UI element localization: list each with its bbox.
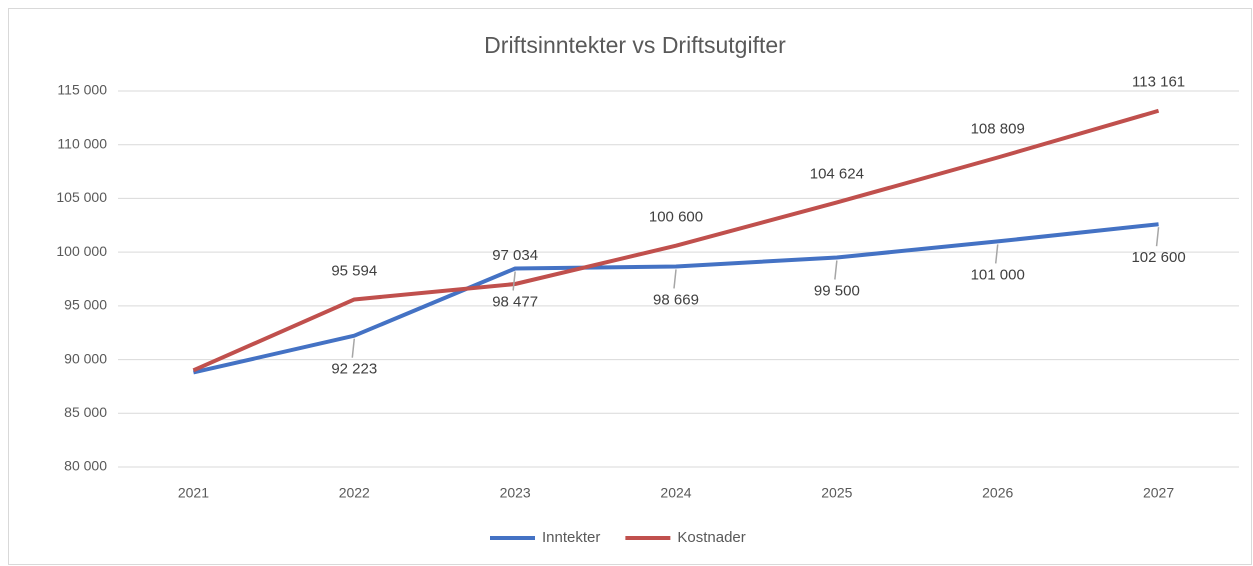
chart-title: Driftsinntekter vs Driftsutgifter — [484, 32, 786, 58]
y-tick-label: 85 000 — [64, 404, 107, 420]
data-label: 108 809 — [971, 120, 1025, 137]
y-tick-label: 115 000 — [57, 82, 107, 98]
x-tick-label: 2024 — [660, 485, 691, 501]
y-tick-label: 90 000 — [64, 350, 107, 366]
x-tick-label: 2027 — [1143, 485, 1174, 501]
y-tick-label: 100 000 — [56, 243, 107, 259]
x-tick-label: 2026 — [982, 485, 1013, 501]
data-label: 100 600 — [649, 209, 703, 226]
leader-line — [512, 271, 516, 291]
y-tick-label: 95 000 — [64, 297, 107, 313]
data-label: 92 223 — [331, 361, 377, 378]
y-tick-label: 105 000 — [56, 189, 107, 205]
leader-line — [673, 269, 677, 289]
data-label: 104 624 — [810, 165, 864, 182]
legend-label: Inntekter — [542, 529, 600, 546]
leader-line — [834, 260, 838, 280]
leader-line — [351, 338, 356, 358]
legend-label: Kostnader — [677, 529, 745, 546]
x-tick-label: 2025 — [821, 485, 852, 501]
x-tick-label: 2021 — [178, 485, 209, 501]
leader-line — [994, 244, 999, 264]
data-label: 99 500 — [814, 282, 860, 299]
data-label: 95 594 — [331, 262, 377, 279]
series-line — [192, 222, 1159, 375]
data-label: 98 477 — [492, 293, 538, 310]
y-tick-label: 110 000 — [57, 135, 107, 151]
leader-line — [1155, 227, 1160, 247]
x-tick-label: 2022 — [339, 485, 370, 501]
x-tick-label: 2023 — [500, 485, 531, 501]
y-tick-label: 80 000 — [64, 458, 107, 474]
series-line — [192, 108, 1160, 373]
data-label: 98 669 — [653, 291, 699, 308]
data-label: 101 000 — [971, 266, 1025, 283]
data-label: 102 600 — [1131, 249, 1185, 266]
data-label: 97 034 — [492, 247, 538, 264]
data-label: 113 161 — [1132, 74, 1185, 91]
chart-border — [8, 8, 1252, 565]
